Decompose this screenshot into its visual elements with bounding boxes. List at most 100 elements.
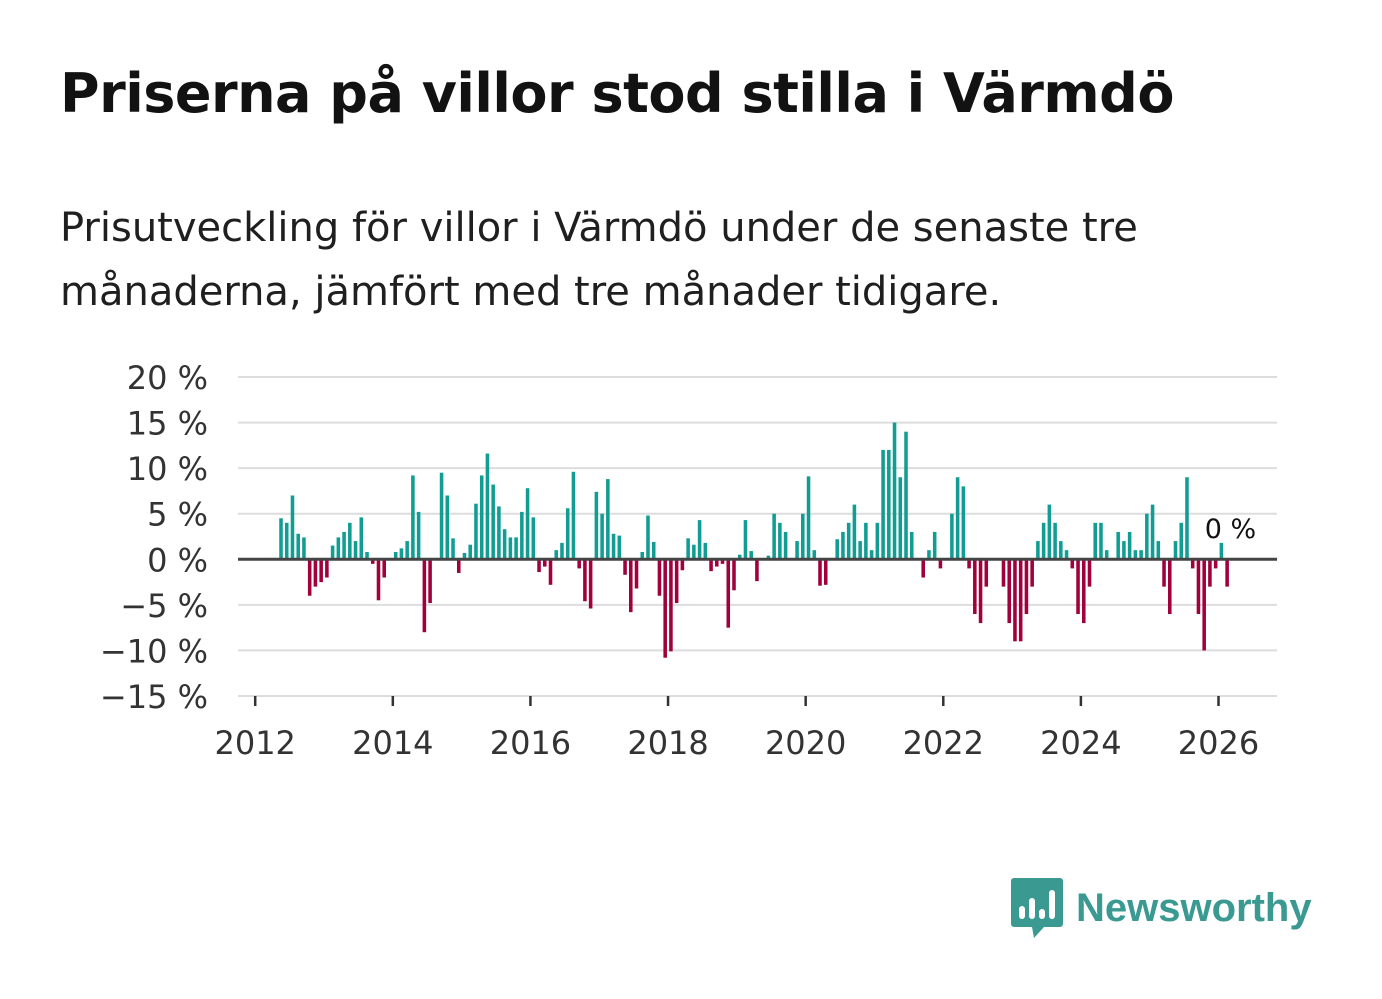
bar	[296, 533, 300, 560]
bar	[898, 477, 903, 560]
bar	[588, 559, 593, 609]
bar	[692, 544, 696, 560]
bar	[611, 533, 616, 560]
x-tick-label: 2016	[490, 724, 571, 762]
bar	[1145, 513, 1149, 560]
bar	[858, 541, 862, 560]
bar	[508, 537, 513, 560]
bar	[755, 559, 759, 582]
bar	[411, 475, 415, 560]
bar	[474, 503, 478, 560]
bar	[439, 472, 444, 560]
bar	[445, 495, 450, 560]
bar	[1179, 522, 1184, 560]
brand-name: Newsworthy	[1076, 885, 1312, 930]
bar	[1076, 559, 1080, 614]
bar	[1162, 559, 1166, 587]
bar	[1030, 559, 1034, 587]
bar	[795, 541, 799, 560]
x-tick-label: 2022	[903, 724, 984, 762]
bar	[554, 550, 559, 560]
y-tick-label: 15 %	[127, 405, 208, 443]
y-tick-label: 20 %	[127, 359, 208, 397]
bar	[577, 559, 581, 569]
bar	[376, 559, 381, 601]
x-tick-label: 2012	[214, 724, 295, 762]
bar	[904, 431, 908, 560]
bar	[835, 539, 839, 560]
bar	[749, 551, 753, 560]
bar	[715, 559, 719, 567]
x-tick-label: 2024	[1040, 724, 1121, 762]
bar	[456, 559, 461, 573]
bar	[1059, 541, 1063, 560]
page-subtitle: Prisutveckling för villor i Värmdö under…	[60, 205, 1138, 315]
bar	[1139, 550, 1143, 560]
bar	[359, 517, 364, 560]
data-label: 0 %	[1205, 514, 1256, 545]
bar	[875, 522, 880, 560]
bar	[479, 475, 484, 560]
bar	[766, 555, 771, 560]
bar	[864, 522, 868, 560]
x-tick-label: 2020	[765, 724, 846, 762]
bar	[1104, 550, 1109, 560]
bar	[353, 541, 358, 560]
bar	[279, 518, 283, 560]
bar	[571, 471, 576, 560]
y-tick-label: −10 %	[100, 632, 208, 670]
bar	[525, 488, 530, 560]
bar	[686, 538, 690, 560]
bar	[416, 511, 421, 560]
bar	[973, 559, 977, 614]
bar	[422, 559, 427, 633]
bar	[336, 537, 341, 560]
bar	[405, 541, 409, 560]
bar	[680, 559, 685, 571]
bar	[955, 477, 960, 560]
bar	[606, 479, 610, 560]
bar	[961, 486, 966, 560]
bar	[617, 535, 622, 560]
page-title: Priserna på villor stod stilla i Värmdö	[60, 62, 1174, 125]
bar	[801, 513, 805, 560]
bar	[663, 559, 667, 658]
bar	[720, 559, 725, 564]
annotation-halo: 0 %	[1205, 514, 1256, 545]
bar	[823, 559, 828, 585]
bar	[629, 559, 633, 613]
bar	[365, 551, 369, 560]
y-tick-label: 5 %	[147, 496, 208, 534]
bar	[1127, 531, 1132, 560]
bar	[330, 545, 335, 560]
bar	[302, 537, 306, 560]
bar	[1133, 550, 1138, 560]
bar	[600, 513, 604, 560]
bar	[623, 559, 627, 575]
bar	[393, 551, 398, 560]
bar	[1190, 559, 1195, 569]
bar	[514, 537, 518, 560]
bar	[1070, 559, 1075, 569]
bar	[1225, 559, 1229, 587]
bar	[950, 513, 954, 560]
bar	[1150, 504, 1155, 560]
bar	[382, 559, 386, 578]
bar	[657, 559, 662, 596]
bar	[428, 559, 432, 604]
bar	[1122, 541, 1126, 560]
bar	[548, 559, 553, 585]
bar	[634, 559, 639, 589]
bar	[743, 520, 748, 560]
bar	[674, 559, 679, 604]
bar	[887, 449, 891, 560]
bar	[726, 559, 731, 628]
bar	[370, 559, 375, 564]
y-tick-label: 0 %	[147, 541, 208, 579]
bar	[703, 542, 708, 560]
bar	[651, 541, 656, 560]
bar	[1087, 559, 1092, 587]
bar	[1202, 559, 1206, 651]
bar	[1156, 541, 1161, 560]
